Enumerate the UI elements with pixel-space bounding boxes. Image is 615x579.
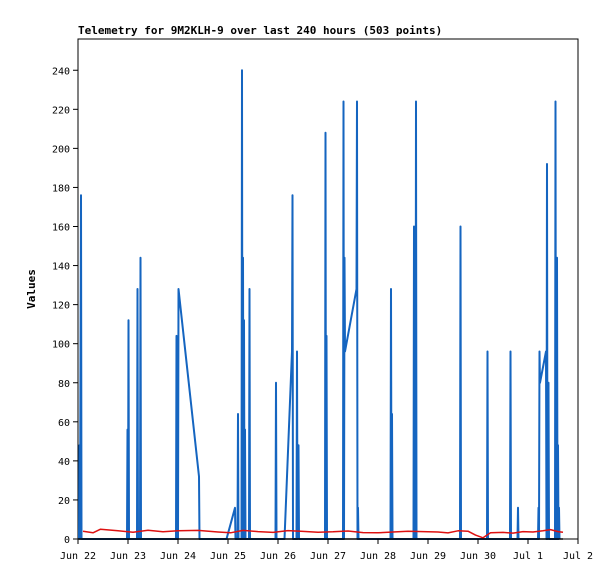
x-tick-label: Jun 24 bbox=[160, 551, 196, 562]
x-tick-label: Jun 23 bbox=[110, 551, 146, 562]
y-axis-label: Values bbox=[25, 269, 38, 309]
x-tick-label: Jun 27 bbox=[310, 551, 346, 562]
y-tick-label: 160 bbox=[52, 223, 70, 234]
plot-frame bbox=[77, 38, 579, 540]
y-tick-label: 220 bbox=[52, 105, 70, 116]
x-axis: Jun 22 Jun 23 Jun 24 Jun 25 Jun 26 Jun 27 Jun … bbox=[60, 539, 593, 562]
x-tick-label: Jun 22 bbox=[60, 551, 96, 562]
x-tick-label: Jul 2 bbox=[563, 551, 593, 562]
series-line-0 bbox=[78, 69, 561, 540]
x-tick-label: Jul 1 bbox=[513, 551, 543, 562]
chart-title: Telemetry for 9M2KLH-9 over last 240 hou… bbox=[78, 24, 442, 37]
y-tick-label: 200 bbox=[52, 144, 70, 155]
y-tick-label: 0 bbox=[64, 535, 70, 546]
y-tick-label: 100 bbox=[52, 340, 70, 351]
x-tick-label: Jun 29 bbox=[410, 551, 446, 562]
x-tick-label: Jun 30 bbox=[460, 551, 496, 562]
x-tick-label: Jun 25 bbox=[210, 551, 246, 562]
y-tick-label: 40 bbox=[58, 457, 70, 468]
y-tick-label: 180 bbox=[52, 183, 70, 194]
y-tick-label: 60 bbox=[58, 418, 70, 429]
series-line-1 bbox=[82, 528, 564, 539]
x-tick-label: Jun 26 bbox=[260, 551, 296, 562]
x-tick-label: Jun 28 bbox=[360, 551, 396, 562]
y-tick-label: 120 bbox=[52, 301, 70, 312]
series-layer bbox=[78, 69, 564, 540]
y-axis: 0 20 40 60 80 100 120 140 160 180 200 220 240 bbox=[52, 66, 78, 546]
y-tick-label: 140 bbox=[52, 262, 70, 273]
y-tick-label: 240 bbox=[52, 66, 70, 77]
y-tick-label: 20 bbox=[58, 496, 70, 507]
y-tick-label: 80 bbox=[58, 379, 70, 390]
